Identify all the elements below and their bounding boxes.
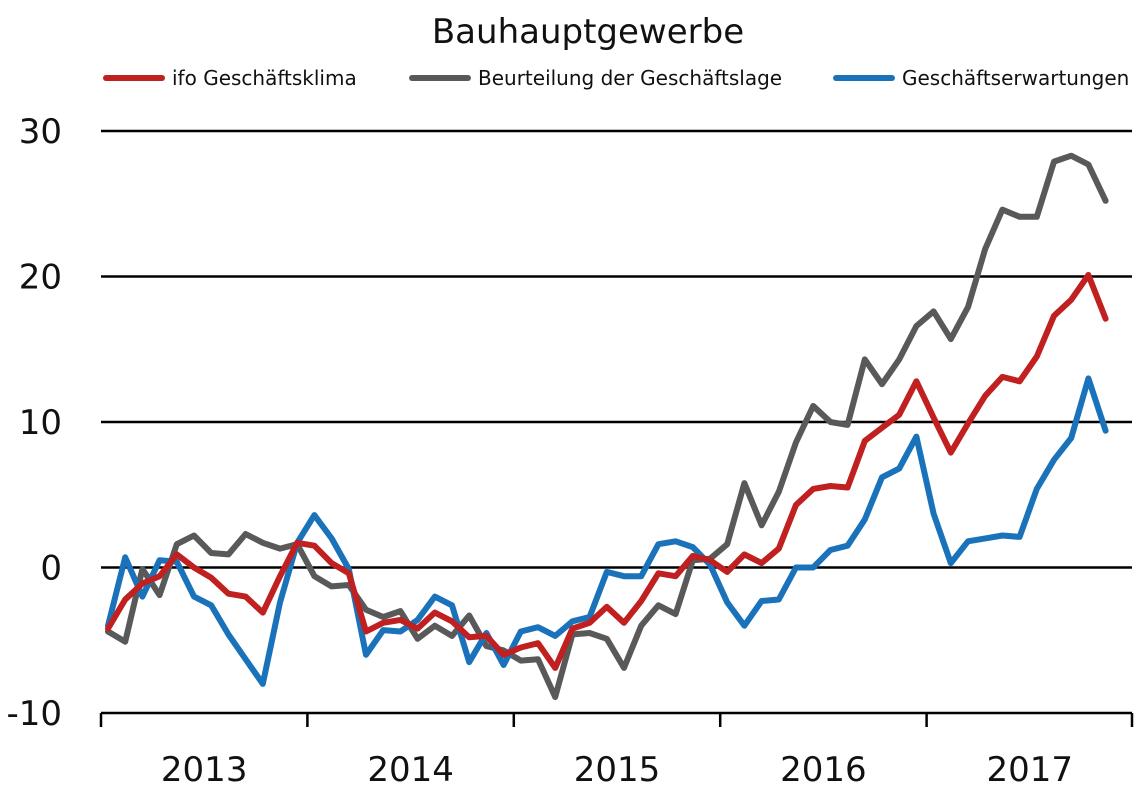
x-tick-label: 2015: [574, 750, 661, 790]
x-tick-label: 2014: [367, 750, 454, 790]
y-tick-label: 0: [40, 549, 62, 589]
y-axis: -10 0 10 20 30: [6, 112, 62, 734]
y-tick-label: 30: [19, 112, 62, 152]
series-line-0: [105, 272, 1109, 671]
legend-label-1: Beurteilung der Geschäftslage: [478, 66, 782, 90]
chart-title: Bauhauptgewerbe: [432, 12, 744, 52]
legend-label-2: Geschäftserwartungen: [902, 66, 1129, 90]
grid: [101, 129, 1132, 569]
y-tick-label: 20: [19, 258, 62, 298]
y-tick-label: -10: [6, 694, 62, 734]
x-tick-label: 2016: [780, 750, 867, 790]
x-tick-label: 2013: [161, 750, 248, 790]
series-group: [105, 152, 1109, 700]
x-axis: 2013 2014 2015 2016 2017: [99, 711, 1134, 790]
series-line-1: [105, 152, 1109, 700]
x-tick-label: 2017: [987, 750, 1074, 790]
series-line-2: [105, 375, 1109, 687]
y-tick-label: 10: [19, 403, 62, 443]
legend: ifo Geschäftsklima Beurteilung der Geschä…: [103, 66, 1129, 90]
legend-label-0: ifo Geschäftsklima: [172, 66, 357, 90]
